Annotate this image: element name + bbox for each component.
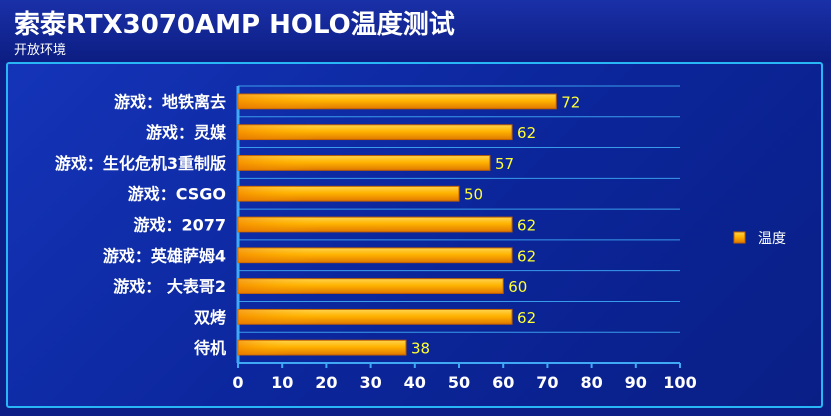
category-label: 游戏：灵媒	[146, 123, 227, 142]
x-tick-label: 40	[404, 373, 426, 392]
chart-subtitle: 开放环境	[14, 43, 67, 58]
chart-panel	[6, 62, 823, 408]
category-label: 游戏：生化危机3重制版	[55, 154, 226, 173]
category-label: 游戏：地铁离去	[114, 92, 226, 111]
x-tick-label: 80	[580, 373, 602, 392]
value-label: 62	[517, 309, 536, 327]
value-label: 72	[561, 93, 580, 111]
x-tick-label: 90	[625, 373, 647, 392]
bar-shade	[238, 278, 504, 294]
bar-shade	[238, 309, 513, 325]
category-label: 游戏：英雄萨姆4	[103, 246, 226, 265]
x-tick-label: 10	[271, 373, 293, 392]
x-tick-label: 0	[232, 373, 243, 392]
legend-swatch	[733, 231, 746, 244]
x-tick-label: 60	[492, 373, 514, 392]
category-label: 游戏：CSGO	[128, 185, 226, 204]
legend-label: 温度	[758, 231, 786, 247]
x-tick-label: 100	[663, 373, 696, 392]
bar-shade	[238, 186, 459, 202]
value-label: 62	[517, 247, 536, 265]
value-label: 38	[411, 340, 430, 358]
bar-shade	[238, 94, 557, 109]
value-label: 60	[508, 278, 527, 296]
category-label: 双烤	[194, 308, 226, 327]
x-tick-label: 30	[359, 373, 381, 392]
bar-shade	[238, 340, 406, 355]
bar-shade	[238, 155, 490, 171]
x-tick-label: 20	[315, 373, 337, 392]
chart-title: 索泰RTX3070AMP HOLO温度测试	[14, 10, 455, 40]
value-label: 50	[464, 186, 483, 204]
value-label: 62	[517, 124, 536, 142]
category-label: 游戏： 大表哥2	[113, 277, 226, 296]
x-tick-label: 70	[536, 373, 558, 392]
bar-shade	[238, 124, 513, 140]
bar-shade	[238, 217, 513, 232]
x-tick-label: 50	[448, 373, 470, 392]
value-label: 57	[495, 155, 514, 173]
bar-shade	[238, 247, 513, 263]
header: 索泰RTX3070AMP HOLO温度测试 开放环境	[0, 0, 831, 62]
value-label: 62	[517, 217, 536, 235]
category-label: 待机	[194, 339, 226, 358]
category-label: 游戏：2077	[133, 216, 226, 235]
